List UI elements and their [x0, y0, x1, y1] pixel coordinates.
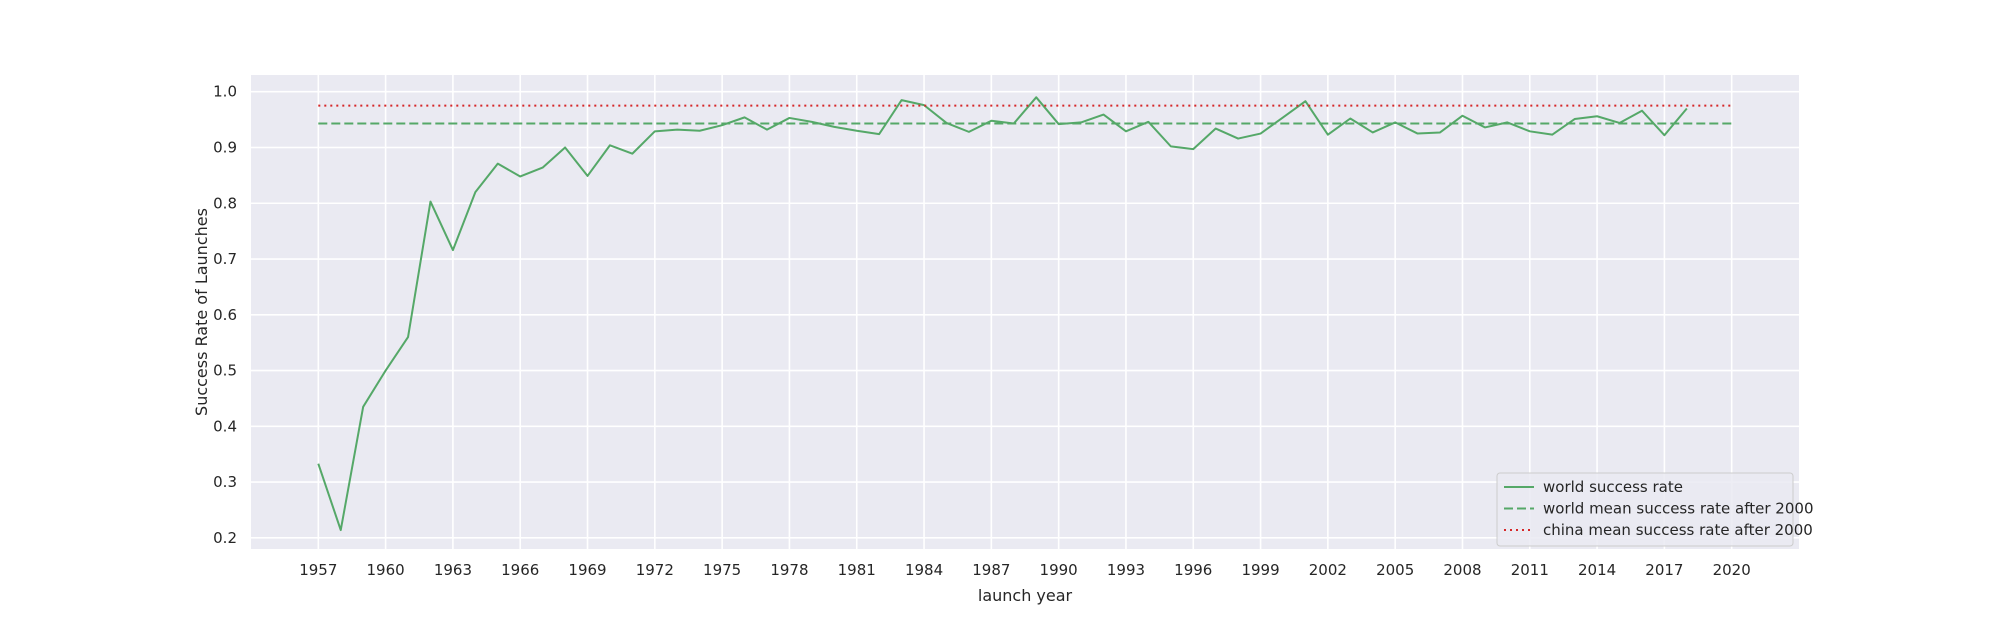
x-tick-label: 2002 — [1309, 561, 1347, 579]
x-tick-label: 1975 — [703, 561, 741, 579]
series-layer — [317, 96, 1732, 532]
y-tick-label: 0.3 — [213, 473, 237, 491]
x-tick-label: 1963 — [434, 561, 472, 579]
x-tick-label: 2017 — [1645, 561, 1683, 579]
y-tick-label: 0.8 — [213, 194, 237, 212]
legend-label-2: china mean success rate after 2000 — [1543, 521, 1813, 539]
x-tick-label: 1990 — [1040, 561, 1078, 579]
x-tick-label: 2020 — [1713, 561, 1751, 579]
y-axis-title: Success Rate of Launches — [192, 208, 211, 416]
x-tick-label: 2005 — [1376, 561, 1414, 579]
x-tick-label: 1993 — [1107, 561, 1145, 579]
y-tick-label: 0.5 — [213, 362, 237, 380]
y-tick-label: 0.9 — [213, 138, 237, 156]
x-tick-label: 1960 — [367, 561, 405, 579]
x-tick-label: 2011 — [1511, 561, 1549, 579]
legend-label-0: world success rate — [1543, 478, 1683, 496]
y-tick-label: 1.0 — [213, 83, 237, 101]
y-axis-ticks: 0.2 0.3 0.4 0.5 0.6 0.7 0.8 0.9 1.0 — [213, 83, 237, 547]
x-tick-label: 2008 — [1443, 561, 1481, 579]
x-tick-label: 1978 — [770, 561, 808, 579]
series-line-0 — [317, 96, 1688, 532]
x-tick-label: 1987 — [972, 561, 1010, 579]
x-tick-label: 1969 — [568, 561, 606, 579]
x-tick-label: 1984 — [905, 561, 943, 579]
legend: world success rate world mean success rat… — [1496, 472, 1813, 547]
x-axis-ticks: 1957 1960 1963 1966 1969 1972 1975 1978 1981 1984… — [299, 561, 1751, 579]
x-tick-label: 2014 — [1578, 561, 1616, 579]
y-tick-label: 0.7 — [213, 250, 237, 268]
y-tick-label: 0.6 — [213, 306, 237, 324]
x-tick-label: 1966 — [501, 561, 539, 579]
y-tick-label: 0.4 — [213, 417, 237, 435]
grid-lines — [251, 75, 1799, 549]
y-tick-label: 0.2 — [213, 529, 237, 547]
legend-box — [1496, 472, 1794, 547]
plot-area — [251, 75, 1799, 549]
x-tick-label: 1996 — [1174, 561, 1212, 579]
x-axis-title: launch year — [978, 586, 1073, 605]
x-tick-label: 1957 — [299, 561, 337, 579]
legend-label-1: world mean success rate after 2000 — [1543, 500, 1813, 518]
x-tick-label: 1972 — [636, 561, 674, 579]
x-tick-label: 1981 — [838, 561, 876, 579]
x-tick-label: 1999 — [1241, 561, 1279, 579]
